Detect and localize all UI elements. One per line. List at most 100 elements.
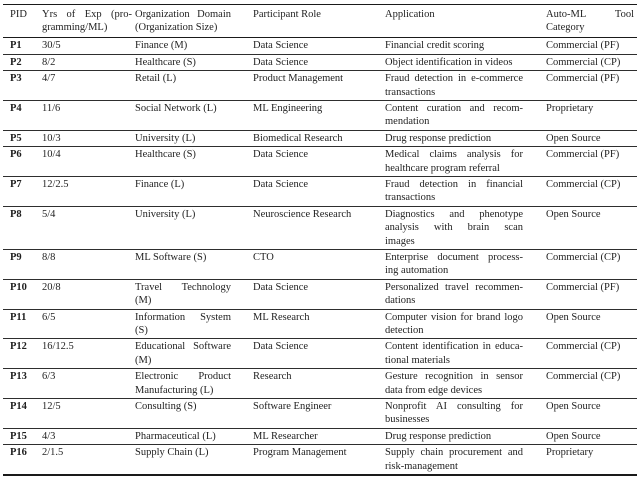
text-line: (Organization Size) [135, 21, 218, 33]
column-header-role: Participant Role [253, 8, 321, 20]
text-line: businesses [385, 414, 430, 426]
role-cell: Product Management [253, 73, 344, 85]
role-cell: Data Science [253, 281, 309, 293]
experience-cell: 10/3 [42, 132, 61, 144]
participants-table: PID Yrs of Exp (pro-gramming/ML) Organiz… [3, 4, 637, 477]
application-cell: Nonprofit AI consulting for businesses [385, 399, 546, 429]
text-line: Travel Technology [135, 281, 231, 293]
organization-cell: Social Network (L) [135, 102, 217, 114]
text-line: data from edge devices [385, 384, 483, 396]
header-row: PID Yrs of Exp (pro-gramming/ML) Organiz… [3, 5, 637, 38]
text-line: Content identification in educa- [385, 341, 523, 353]
text-line: (M) [135, 354, 152, 366]
application-cell: Object identification in videos [385, 56, 513, 68]
text-line: Content curation and recom- [385, 102, 523, 114]
text-line: images [385, 235, 415, 247]
table-row: P12 16/12.5 Educational Software (M) Data… [3, 339, 637, 369]
organization-cell: ML Software (S) [135, 252, 207, 263]
table-row: P14 12/5 Consulting (S) Software Enginee… [3, 399, 637, 429]
pid-cell: P16 [10, 447, 27, 459]
table-row: P15 4/3 Pharmaceutical (L) ML Researcher… [3, 428, 637, 445]
experience-cell: 6/3 [42, 371, 56, 383]
text-line: Auto-ML Tool [546, 8, 634, 20]
tool-category-cell: Proprietary [546, 102, 594, 114]
pid-cell: P10 [10, 281, 27, 293]
text-line: risk-management [385, 460, 458, 472]
application-cell: Medical claims analysis for healthcare pr… [385, 147, 546, 177]
text-line: transactions [385, 86, 436, 98]
table-row: P3 4/7 Retail (L) Product Management Fra… [3, 71, 637, 101]
experience-cell: 8/8 [42, 252, 56, 263]
experience-cell: 8/2 [42, 56, 56, 68]
role-cell: Data Science [253, 149, 309, 161]
application-cell: Enterprise document process-ing automati… [385, 250, 546, 280]
pid-cell: P7 [10, 178, 22, 190]
table-row: P5 10/3 University (L) Biomedical Resear… [3, 130, 637, 147]
text-line: analysis with brain scan [385, 222, 523, 234]
organization-cell: Pharmaceutical (L) [135, 430, 216, 442]
text-line: Electronic Product [135, 371, 231, 383]
table-row: P4 11/6 Social Network (L) ML Engineerin… [3, 100, 637, 131]
tool-category-cell: Commercial (CP) [546, 371, 621, 383]
organization-cell: University (L) [135, 208, 196, 220]
tool-category-cell: Open Source [546, 311, 601, 323]
organization-cell: Consulting (S) [135, 401, 197, 413]
pid-cell: P8 [10, 208, 22, 220]
tool-category-cell: Commercial (CP) [546, 178, 621, 190]
experience-cell: 6/5 [42, 311, 56, 323]
application-cell: Gesture recognition in sensor data from e… [385, 369, 546, 399]
application-cell: Supply chain procurement and risk-managem… [385, 445, 546, 475]
table-row: P6 10/4 Healthcare (S) Data Science Medi… [3, 147, 637, 177]
tool-category-cell: Open Source [546, 132, 601, 144]
column-header-tool-category: Auto-ML Tool Category [546, 5, 637, 38]
organization-cell: Educational Software (M) [135, 339, 253, 369]
text-line: Diagnostics and phenotype [385, 208, 523, 220]
text-line: healthcare program referral [385, 162, 500, 174]
text-line: tional materials [385, 354, 451, 366]
text-line: Supply chain procurement and [385, 447, 523, 459]
application-cell: Content curation and recom-mendation [385, 100, 546, 130]
text-line: dations [385, 295, 416, 307]
pid-cell: P1 [10, 40, 22, 52]
table-row: P10 20/8 Travel Technology (M) Data Scien… [3, 279, 637, 310]
application-cell: Fraud detection in e-commerce transaction… [385, 71, 546, 101]
organization-cell: Finance (M) [135, 40, 188, 52]
experience-cell: 4/3 [42, 430, 56, 442]
tool-category-cell: Open Source [546, 430, 601, 442]
text-line: (M) [135, 295, 152, 307]
organization-cell: Electronic Product Manufacturing (L) [135, 369, 253, 399]
role-cell: Data Science [253, 40, 309, 52]
tool-category-cell: Commercial (PF) [546, 149, 620, 161]
experience-cell: 11/6 [42, 102, 61, 114]
role-cell: Neuroscience Research [253, 208, 352, 220]
text-line: Organization Domain [135, 8, 231, 20]
role-cell: Data Science [253, 178, 309, 190]
role-cell: CTO [253, 252, 274, 263]
experience-cell: 4/7 [42, 73, 56, 85]
text-line: Gesture recognition in sensor [385, 371, 523, 383]
tool-category-cell: Open Source [546, 401, 601, 413]
text-line: Medical claims analysis for [385, 149, 523, 161]
table-row: P13 6/3 Electronic Product Manufacturing … [3, 369, 637, 399]
role-cell: ML Engineering [253, 102, 323, 114]
text-line: Enterprise document process- [385, 252, 523, 263]
table-row: P16 2/1.5 Supply Chain (L) Program Manag… [3, 445, 637, 476]
text-line: mendation [385, 116, 430, 128]
organization-cell: Supply Chain (L) [135, 447, 209, 459]
table-row: P7 12/2.5 Finance (L) Data Science Fraud… [3, 176, 637, 207]
column-header-pid: PID [10, 8, 27, 20]
role-cell: Software Engineer [253, 401, 332, 413]
experience-cell: 12/5 [42, 401, 61, 413]
table-row: P8 5/4 University (L) Neuroscience Resea… [3, 206, 637, 250]
text-line: (S) [135, 325, 148, 337]
experience-cell: 10/4 [42, 149, 61, 161]
tool-category-cell: Proprietary [546, 447, 594, 459]
organization-cell: Finance (L) [135, 178, 185, 190]
column-header-organization: Organization Domain (Organization Size) [135, 5, 253, 38]
tool-category-cell: Commercial (PF) [546, 40, 620, 52]
organization-cell: University (L) [135, 132, 196, 144]
pid-cell: P5 [10, 132, 22, 144]
pid-cell: P15 [10, 430, 27, 442]
text-line: detection [385, 325, 424, 337]
text-line: ing automation [385, 265, 449, 277]
